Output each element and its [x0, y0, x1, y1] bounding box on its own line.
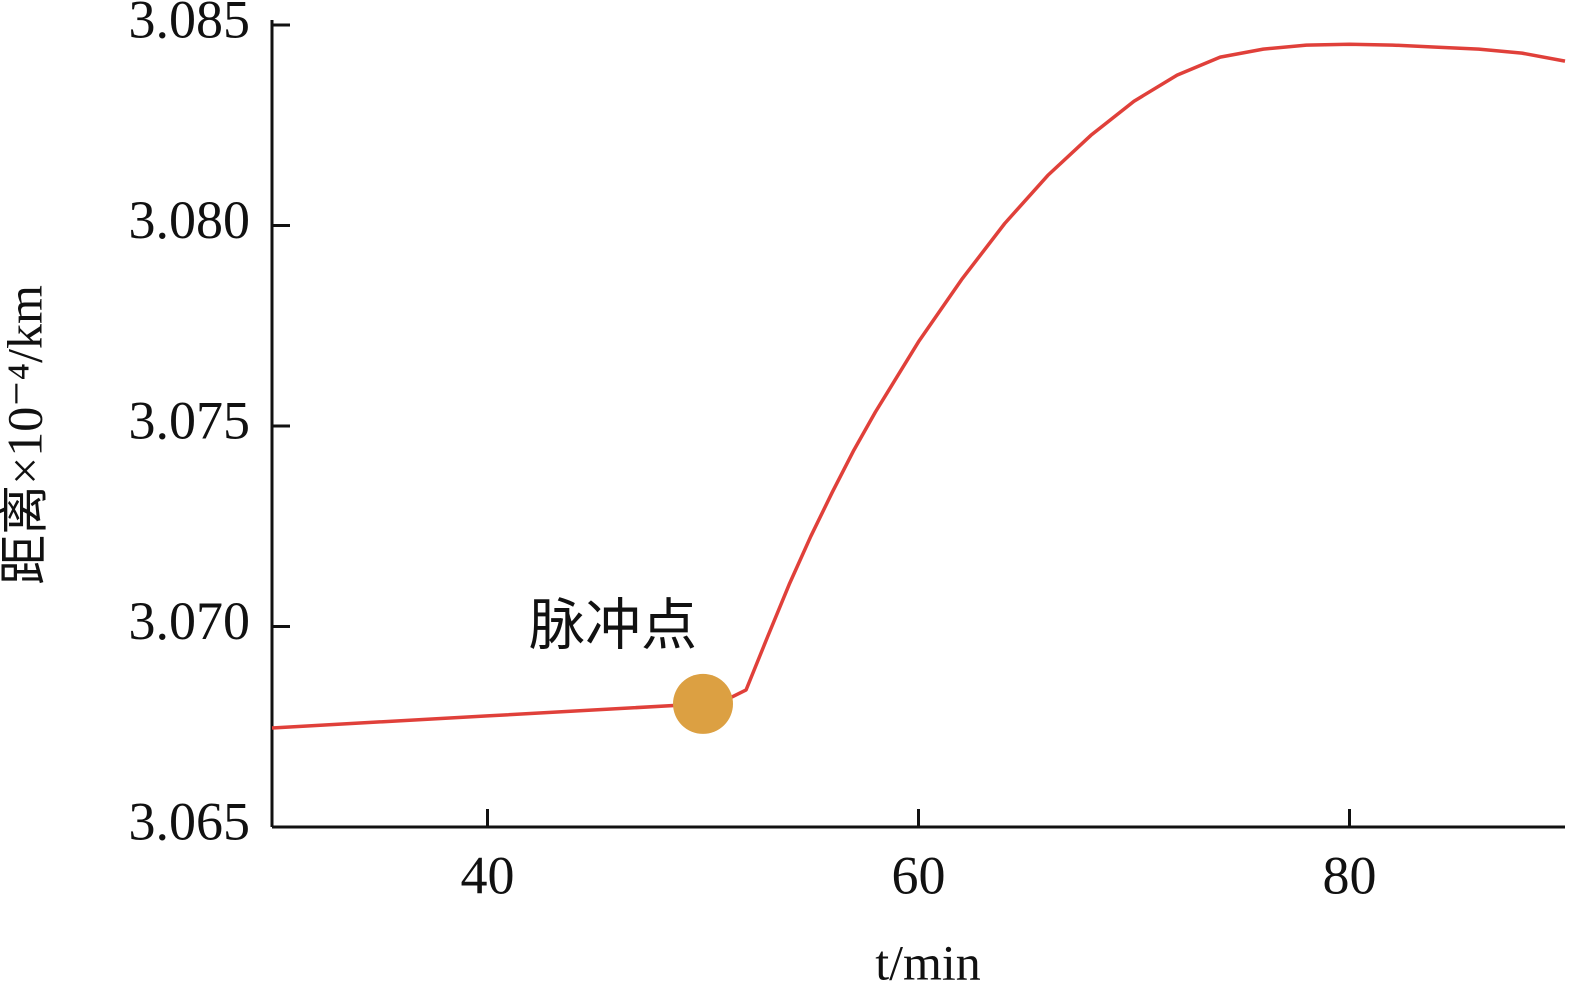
- pulse-point: [673, 673, 733, 734]
- x-tick-label: 60: [892, 845, 946, 905]
- y-tick-label: 3.080: [129, 190, 251, 250]
- y-axis-label: 距离×10⁻⁴/km: [0, 285, 52, 585]
- pulse-point-label: 脉冲点: [529, 596, 697, 658]
- y-tick-label: 3.065: [129, 791, 251, 851]
- x-tick-label: 40: [461, 845, 515, 905]
- x-tick-label: 80: [1323, 845, 1377, 905]
- y-tick-label: 3.075: [129, 390, 251, 450]
- y-tick-label: 3.085: [129, 0, 251, 49]
- y-tick-label: 3.070: [129, 591, 251, 651]
- x-axis-label: t/min: [875, 934, 981, 990]
- line: [271, 42, 1566, 730]
